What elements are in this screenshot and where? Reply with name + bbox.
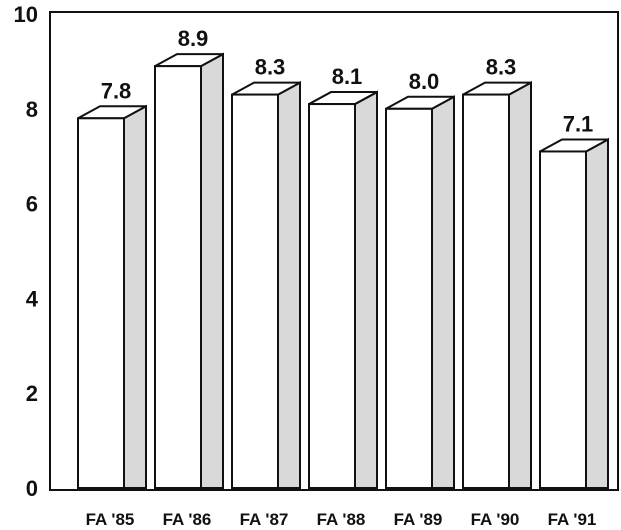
data-label: 8.0 [409, 69, 440, 94]
bar-side [585, 137, 609, 489]
bar-side [431, 95, 455, 489]
bar-front [462, 93, 510, 490]
bar-side [277, 80, 301, 489]
bar-side [508, 80, 532, 489]
bar-front [308, 103, 356, 489]
plot-frame [49, 11, 619, 491]
data-label: 8.3 [486, 55, 517, 80]
bar-front [77, 117, 125, 489]
y-tick-label: 2 [26, 381, 38, 406]
bar [77, 104, 147, 489]
bar-front [385, 107, 433, 490]
y-tick-label: 8 [26, 97, 38, 122]
y-tick-label: 4 [26, 286, 39, 311]
x-tick-label: FA '89 [394, 510, 443, 529]
bar-side [200, 52, 224, 489]
bars: 7.8 8.9 8.3 8.1 8.0 8.3 7.1 [77, 26, 609, 490]
data-label: 7.1 [563, 111, 594, 136]
bar [231, 80, 301, 490]
bar-front [231, 93, 279, 490]
bar [154, 52, 224, 489]
data-label: 7.8 [101, 78, 132, 103]
y-axis: 0 2 4 6 8 10 [14, 2, 39, 501]
bar-side [354, 90, 378, 489]
bar [308, 90, 378, 489]
bar-side [123, 104, 147, 489]
data-label: 8.9 [178, 26, 209, 51]
x-tick-label: FA '87 [240, 510, 289, 529]
bar [462, 80, 532, 490]
bar-front [539, 150, 587, 490]
bar-front [154, 65, 202, 489]
x-tick-label: FA '85 [86, 510, 135, 529]
x-tick-label: FA '86 [163, 510, 212, 529]
y-tick-label: 10 [14, 2, 38, 27]
y-tick-label: 6 [26, 192, 38, 217]
data-label: 8.3 [255, 55, 286, 80]
data-label: 8.1 [332, 64, 363, 89]
x-axis: FA '85 FA '86 FA '87 FA '88 FA '89 FA '90 FA '… [86, 510, 597, 529]
bar [539, 137, 609, 490]
x-tick-label: FA '88 [317, 510, 366, 529]
y-tick-label: 0 [26, 476, 38, 501]
x-tick-label: FA '91 [548, 510, 597, 529]
bar [385, 95, 455, 490]
x-tick-label: FA '90 [471, 510, 520, 529]
